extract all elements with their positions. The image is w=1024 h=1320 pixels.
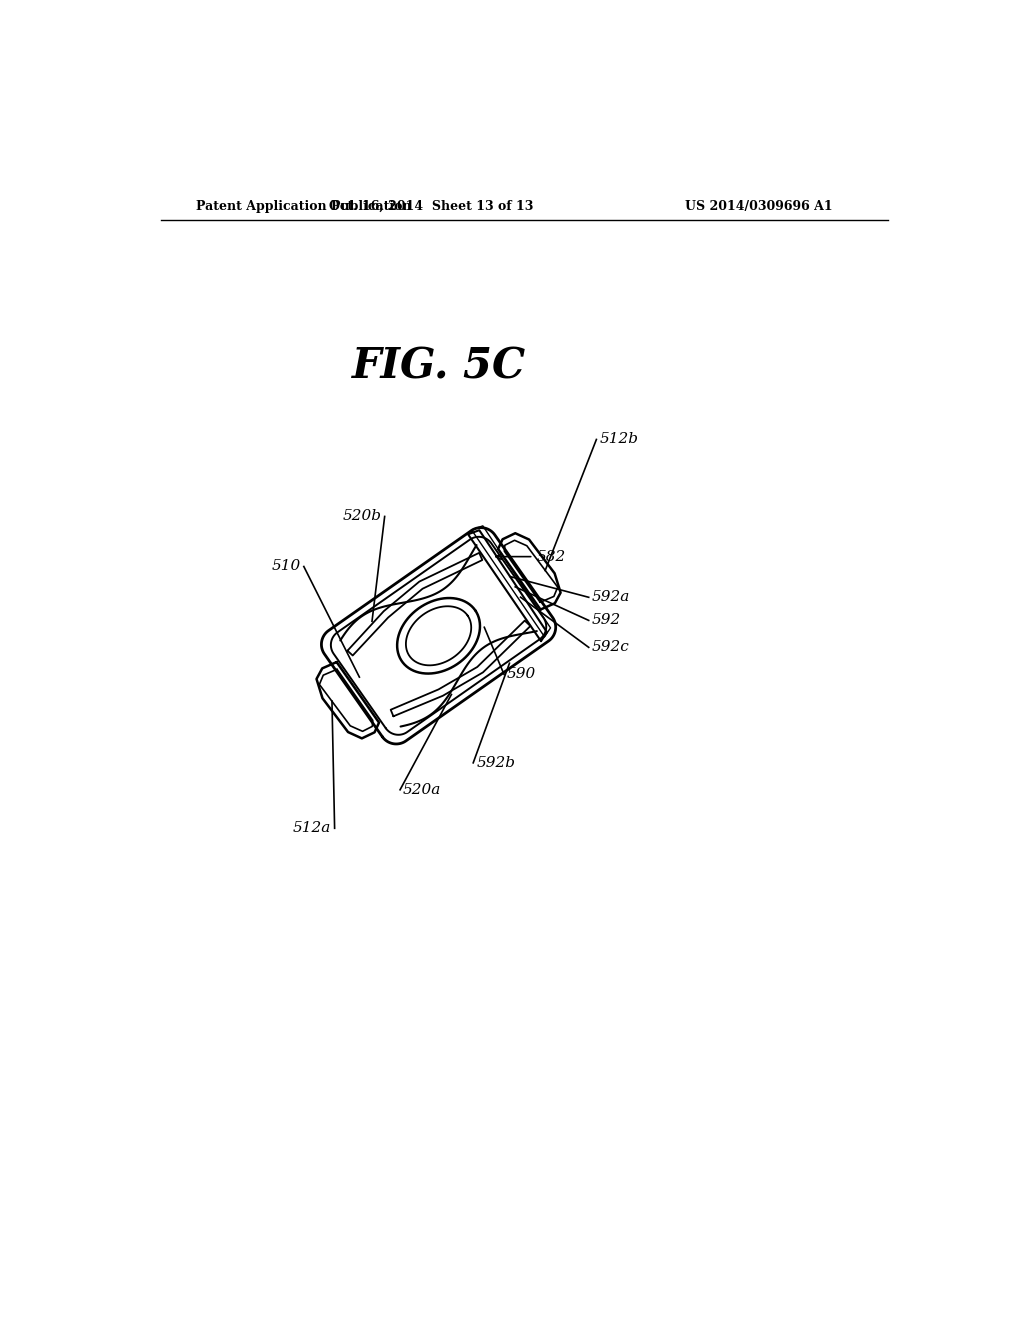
Text: 512a: 512a — [293, 821, 332, 836]
Text: 520b: 520b — [343, 510, 382, 524]
Text: 592: 592 — [592, 614, 621, 627]
Text: Oct. 16, 2014  Sheet 13 of 13: Oct. 16, 2014 Sheet 13 of 13 — [329, 199, 534, 213]
Text: 590: 590 — [507, 668, 537, 681]
Text: 510: 510 — [271, 560, 301, 573]
Text: 592b: 592b — [476, 756, 515, 770]
Text: FIG. 5C: FIG. 5C — [351, 346, 525, 387]
Text: 520a: 520a — [403, 783, 441, 797]
Text: Patent Application Publication: Patent Application Publication — [196, 199, 412, 213]
Text: 582: 582 — [537, 549, 566, 564]
Text: 592a: 592a — [592, 590, 630, 605]
Text: 592c: 592c — [592, 640, 630, 655]
Text: US 2014/0309696 A1: US 2014/0309696 A1 — [685, 199, 833, 213]
Text: 512b: 512b — [599, 433, 639, 446]
